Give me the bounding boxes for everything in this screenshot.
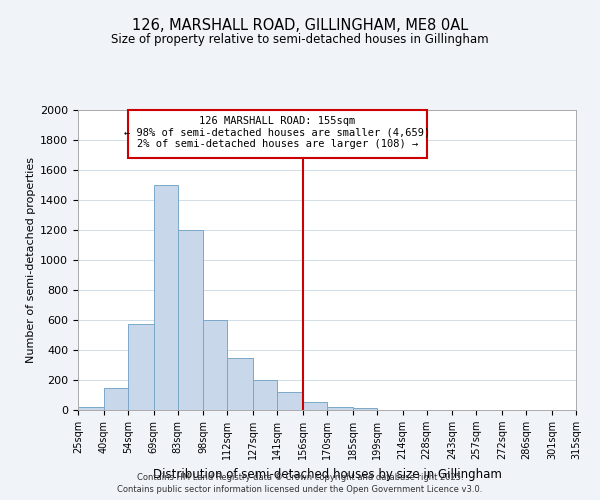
Text: 126, MARSHALL ROAD, GILLINGHAM, ME8 0AL: 126, MARSHALL ROAD, GILLINGHAM, ME8 0AL: [132, 18, 468, 32]
Bar: [353, 408, 377, 410]
Bar: [78, 407, 104, 410]
Bar: [327, 407, 353, 410]
Bar: [104, 388, 128, 410]
Bar: [253, 380, 277, 410]
Text: Size of property relative to semi-detached houses in Gillingham: Size of property relative to semi-detach…: [111, 32, 489, 46]
Text: Contains HM Land Registry data © Crown copyright and database right 2025.: Contains HM Land Registry data © Crown c…: [137, 472, 463, 482]
Bar: [203, 320, 227, 410]
Text: 126 MARSHALL ROAD: 155sqm
← 98% of semi-detached houses are smaller (4,659)
2% o: 126 MARSHALL ROAD: 155sqm ← 98% of semi-…: [124, 116, 430, 149]
Text: Contains public sector information licensed under the Open Government Licence v3: Contains public sector information licen…: [118, 485, 482, 494]
Bar: [277, 392, 303, 410]
Bar: [154, 185, 178, 410]
Bar: [227, 358, 253, 410]
Bar: [128, 324, 154, 410]
Bar: [178, 230, 203, 410]
FancyBboxPatch shape: [128, 110, 427, 158]
Bar: [303, 402, 327, 410]
Y-axis label: Number of semi-detached properties: Number of semi-detached properties: [26, 157, 36, 363]
X-axis label: Distribution of semi-detached houses by size in Gillingham: Distribution of semi-detached houses by …: [152, 468, 502, 480]
